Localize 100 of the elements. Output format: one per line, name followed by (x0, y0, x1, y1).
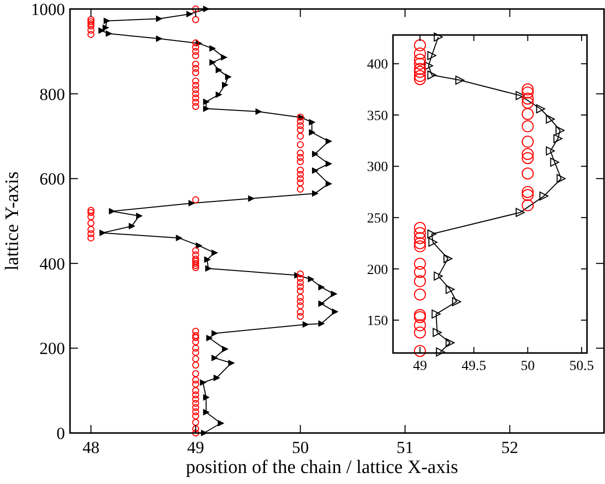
point (330, 290, 337, 297)
point (516, 91, 525, 100)
point (522, 167, 534, 180)
point (211, 330, 218, 336)
point (414, 232, 426, 244)
y-tick-label: 350 (367, 108, 388, 124)
point (427, 70, 436, 80)
y-tick-label: 200 (40, 339, 65, 358)
y-tick-label: 150 (367, 314, 388, 330)
y-tick-label: 300 (367, 160, 388, 176)
point (516, 208, 525, 217)
point (218, 420, 224, 426)
point (200, 380, 206, 386)
point (248, 196, 254, 202)
point (522, 148, 534, 160)
point (188, 200, 194, 206)
point (211, 354, 218, 361)
point (128, 223, 135, 230)
y-tick-label: 400 (367, 58, 388, 73)
point (546, 114, 555, 124)
point (204, 256, 210, 263)
point (156, 16, 162, 22)
point (104, 18, 110, 24)
point (332, 308, 338, 315)
point (414, 73, 426, 86)
point (414, 62, 426, 75)
point (522, 120, 534, 132)
point (522, 189, 534, 202)
point (414, 240, 426, 252)
y-tick-label: 250 (367, 211, 388, 226)
x-tick-label: 51 (396, 438, 414, 457)
point (203, 98, 210, 105)
point (522, 199, 534, 212)
point (205, 265, 212, 272)
point (108, 208, 115, 214)
point (414, 266, 426, 278)
point (414, 275, 426, 288)
point (414, 54, 426, 66)
point (522, 152, 534, 164)
point (326, 180, 332, 187)
point (222, 82, 228, 88)
point (156, 36, 162, 42)
point (216, 67, 222, 74)
y-tick-label: 0 (56, 424, 65, 443)
point (136, 212, 142, 219)
point (216, 92, 222, 98)
point (209, 45, 216, 52)
y-axis-title: lattice Y-axis (2, 171, 23, 271)
point (452, 297, 462, 306)
point (302, 321, 309, 328)
point (318, 284, 324, 290)
point (209, 59, 216, 66)
point (308, 276, 314, 282)
point (414, 222, 426, 234)
point (427, 51, 436, 60)
point (424, 61, 434, 70)
point (308, 129, 315, 136)
point (308, 119, 315, 126)
point (522, 136, 534, 148)
point (326, 138, 332, 144)
point (432, 328, 442, 337)
point (312, 190, 318, 196)
point (222, 346, 228, 352)
point (414, 47, 426, 60)
point (414, 237, 426, 250)
point (228, 360, 234, 366)
x-tick-label: 48 (82, 438, 100, 457)
y-tick-label: 1000 (31, 0, 65, 19)
point (312, 151, 318, 158)
x-tick-label: 49 (412, 359, 427, 374)
point (522, 92, 534, 105)
x-tick-label: 49.5 (462, 359, 486, 374)
point (522, 108, 534, 120)
y-tick-label: 800 (40, 84, 65, 104)
point (546, 146, 555, 156)
point (522, 86, 534, 98)
point (318, 320, 324, 327)
point (432, 310, 441, 319)
point (414, 319, 426, 332)
point (203, 394, 210, 400)
point (522, 186, 534, 198)
x-tick-label: 52 (501, 438, 518, 457)
point (455, 76, 464, 85)
point (443, 254, 452, 264)
point (318, 300, 324, 307)
point (203, 409, 210, 416)
x-tick-label: 50 (520, 359, 535, 374)
x-tick-label: 50 (292, 438, 309, 457)
point (428, 238, 438, 247)
point (427, 230, 436, 239)
x-tick-label: 50.5 (569, 359, 594, 374)
point (414, 258, 426, 270)
point (203, 106, 210, 112)
point (186, 11, 192, 18)
point (553, 134, 562, 144)
point (106, 30, 112, 37)
point (211, 250, 218, 256)
point (539, 192, 548, 201)
point (206, 335, 212, 342)
point (522, 96, 534, 109)
